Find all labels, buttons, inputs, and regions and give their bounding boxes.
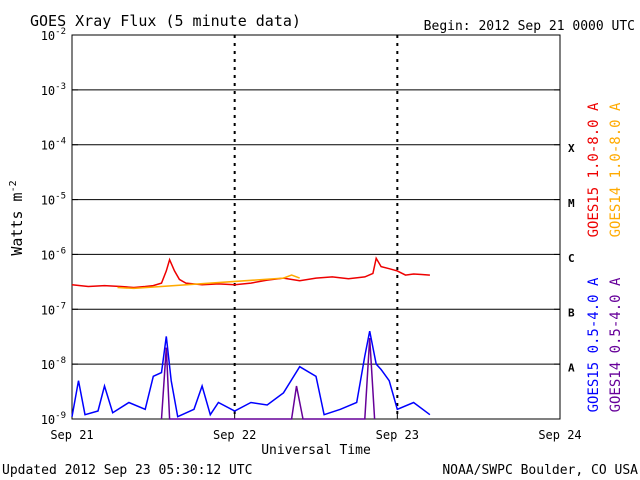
plot-area: [71, 34, 561, 420]
y-tick-label: 10-2: [41, 27, 66, 43]
legend-entry: GOES15 0.5-4.0 A: [586, 277, 602, 412]
y-tick-label: 10-8: [41, 356, 66, 372]
x-tick-label: Sep 22: [213, 428, 256, 442]
y-tick-label: 10-6: [41, 246, 66, 262]
flare-class-label: M: [568, 197, 575, 210]
series-line: [160, 337, 376, 420]
gridlines: [72, 35, 560, 419]
updated-timestamp: Updated 2012 Sep 23 05:30:12 UTC: [2, 463, 252, 478]
x-tick-label: Sep 21: [50, 428, 93, 442]
series-line: [71, 256, 430, 289]
y-axis-label: Watts m-2: [8, 180, 26, 255]
legend-entry: GOES14 1.0-8.0 A: [608, 102, 624, 237]
flare-class-label: X: [568, 142, 575, 155]
plot-border: [71, 34, 561, 420]
credit-label: NOAA/SWPC Boulder, CO USA: [442, 463, 638, 478]
y-tick-label: 10-9: [41, 411, 66, 427]
y-tick-label: 10-4: [41, 137, 66, 153]
x-axis-ticks: Sep 21 Sep 22 Sep 23 Sep 24: [50, 413, 582, 442]
y-tick-label: 10-7: [41, 301, 66, 317]
legend-entry: GOES15 1.0-8.0 A: [586, 102, 602, 237]
y-tick-label: 10-3: [41, 82, 66, 98]
y-tick-label: 10-5: [41, 192, 66, 208]
y-axis-ticks: 10-2 10-3 10-4 10-5 10-6 10-7 10-8 10-9: [41, 27, 560, 427]
legend: GOES15 1.0-8.0 A GOES14 1.0-8.0 A GOES15 0…: [586, 102, 624, 412]
flare-class-label: C: [568, 252, 575, 265]
begin-label: Begin: 2012 Sep 21 0000 UTC: [424, 19, 635, 34]
x-axis-label: Universal Time: [261, 443, 371, 458]
x-tick-label: Sep 24: [538, 428, 581, 442]
series-line: [71, 330, 431, 418]
series-lines: [71, 256, 431, 420]
chart-title: GOES Xray Flux (5 minute data): [30, 12, 301, 30]
series-line: [117, 274, 300, 290]
flare-class-label: A: [568, 362, 575, 375]
flare-class-label: B: [568, 307, 575, 320]
flare-class-labels: X M C B A: [568, 142, 575, 374]
x-tick-label: Sep 23: [376, 428, 419, 442]
legend-entry: GOES14 0.5-4.0 A: [608, 277, 624, 412]
